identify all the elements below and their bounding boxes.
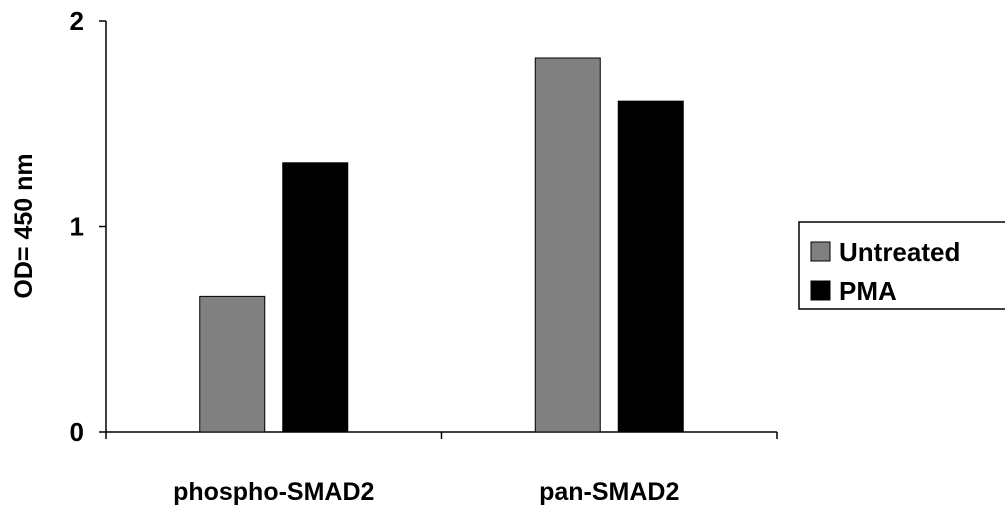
bar-untreated-pan-smad2 bbox=[534, 57, 601, 433]
legend-swatch bbox=[810, 241, 831, 262]
legend-label: PMA bbox=[839, 276, 897, 306]
y-axis-title: OD= 450 nm bbox=[10, 153, 38, 298]
y-tick-label: 0 bbox=[70, 417, 84, 447]
bar-untreated-phospho-smad2 bbox=[199, 295, 266, 433]
bars bbox=[199, 57, 684, 433]
legend: Untreated PMA bbox=[798, 221, 1005, 310]
category-label: pan-SMAD2 bbox=[539, 478, 679, 506]
legend-box bbox=[798, 221, 1005, 310]
category-label: phospho-SMAD2 bbox=[173, 478, 374, 506]
legend-label: Untreated bbox=[839, 237, 960, 267]
y-tick-label: 1 bbox=[70, 212, 84, 242]
x-ticks bbox=[105, 432, 778, 439]
y-tick-label: 2 bbox=[70, 6, 84, 36]
category-labels: phospho-SMAD2 pan-SMAD2 bbox=[173, 478, 679, 506]
bar-pma-phospho-smad2 bbox=[282, 162, 349, 433]
bar-pma-pan-smad2 bbox=[617, 100, 684, 433]
y-ticks: 0 1 2 bbox=[70, 6, 106, 447]
legend-swatch bbox=[810, 280, 831, 301]
